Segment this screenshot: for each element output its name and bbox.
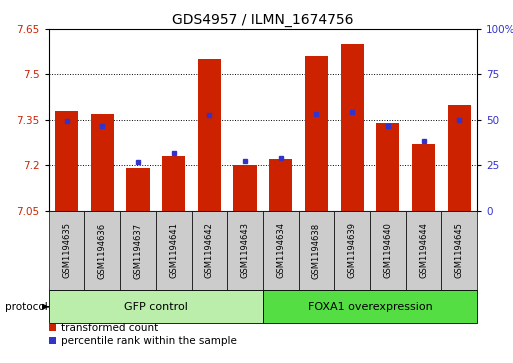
Bar [233, 165, 256, 211]
Bar [299, 211, 334, 290]
Bar [162, 156, 185, 211]
Bar [441, 211, 477, 290]
Bar [191, 211, 227, 290]
Bar [91, 114, 114, 211]
Bar [376, 123, 400, 211]
Text: GSM1194636: GSM1194636 [98, 223, 107, 278]
Bar [156, 211, 191, 290]
Text: GSM1194643: GSM1194643 [241, 223, 249, 278]
Text: GSM1194640: GSM1194640 [383, 223, 392, 278]
Bar [334, 211, 370, 290]
Bar [448, 105, 471, 211]
Text: protocol: protocol [5, 302, 48, 312]
Bar [263, 211, 299, 290]
Text: GSM1194639: GSM1194639 [348, 223, 357, 278]
Text: GSM1194637: GSM1194637 [133, 223, 143, 278]
Text: GFP control: GFP control [124, 302, 188, 312]
Bar [198, 59, 221, 211]
Bar [341, 44, 364, 211]
Bar [49, 290, 263, 323]
Text: GSM1194645: GSM1194645 [455, 223, 464, 278]
Text: GSM1194635: GSM1194635 [62, 223, 71, 278]
Bar [120, 211, 156, 290]
Text: GSM1194644: GSM1194644 [419, 223, 428, 278]
Bar [126, 168, 150, 211]
Bar [305, 56, 328, 211]
Text: GSM1194634: GSM1194634 [277, 223, 285, 278]
Bar [412, 144, 435, 211]
Bar [55, 111, 78, 211]
Text: GSM1194642: GSM1194642 [205, 223, 214, 278]
Bar [370, 211, 406, 290]
Bar [49, 211, 85, 290]
Bar [406, 211, 441, 290]
Legend: transformed count, percentile rank within the sample: transformed count, percentile rank withi… [49, 323, 237, 346]
Bar [269, 159, 292, 211]
Text: GSM1194638: GSM1194638 [312, 223, 321, 278]
Text: FOXA1 overexpression: FOXA1 overexpression [308, 302, 432, 312]
Text: GSM1194641: GSM1194641 [169, 223, 178, 278]
Title: GDS4957 / ILMN_1674756: GDS4957 / ILMN_1674756 [172, 13, 353, 26]
Bar [85, 211, 120, 290]
Bar [227, 211, 263, 290]
Bar [263, 290, 477, 323]
